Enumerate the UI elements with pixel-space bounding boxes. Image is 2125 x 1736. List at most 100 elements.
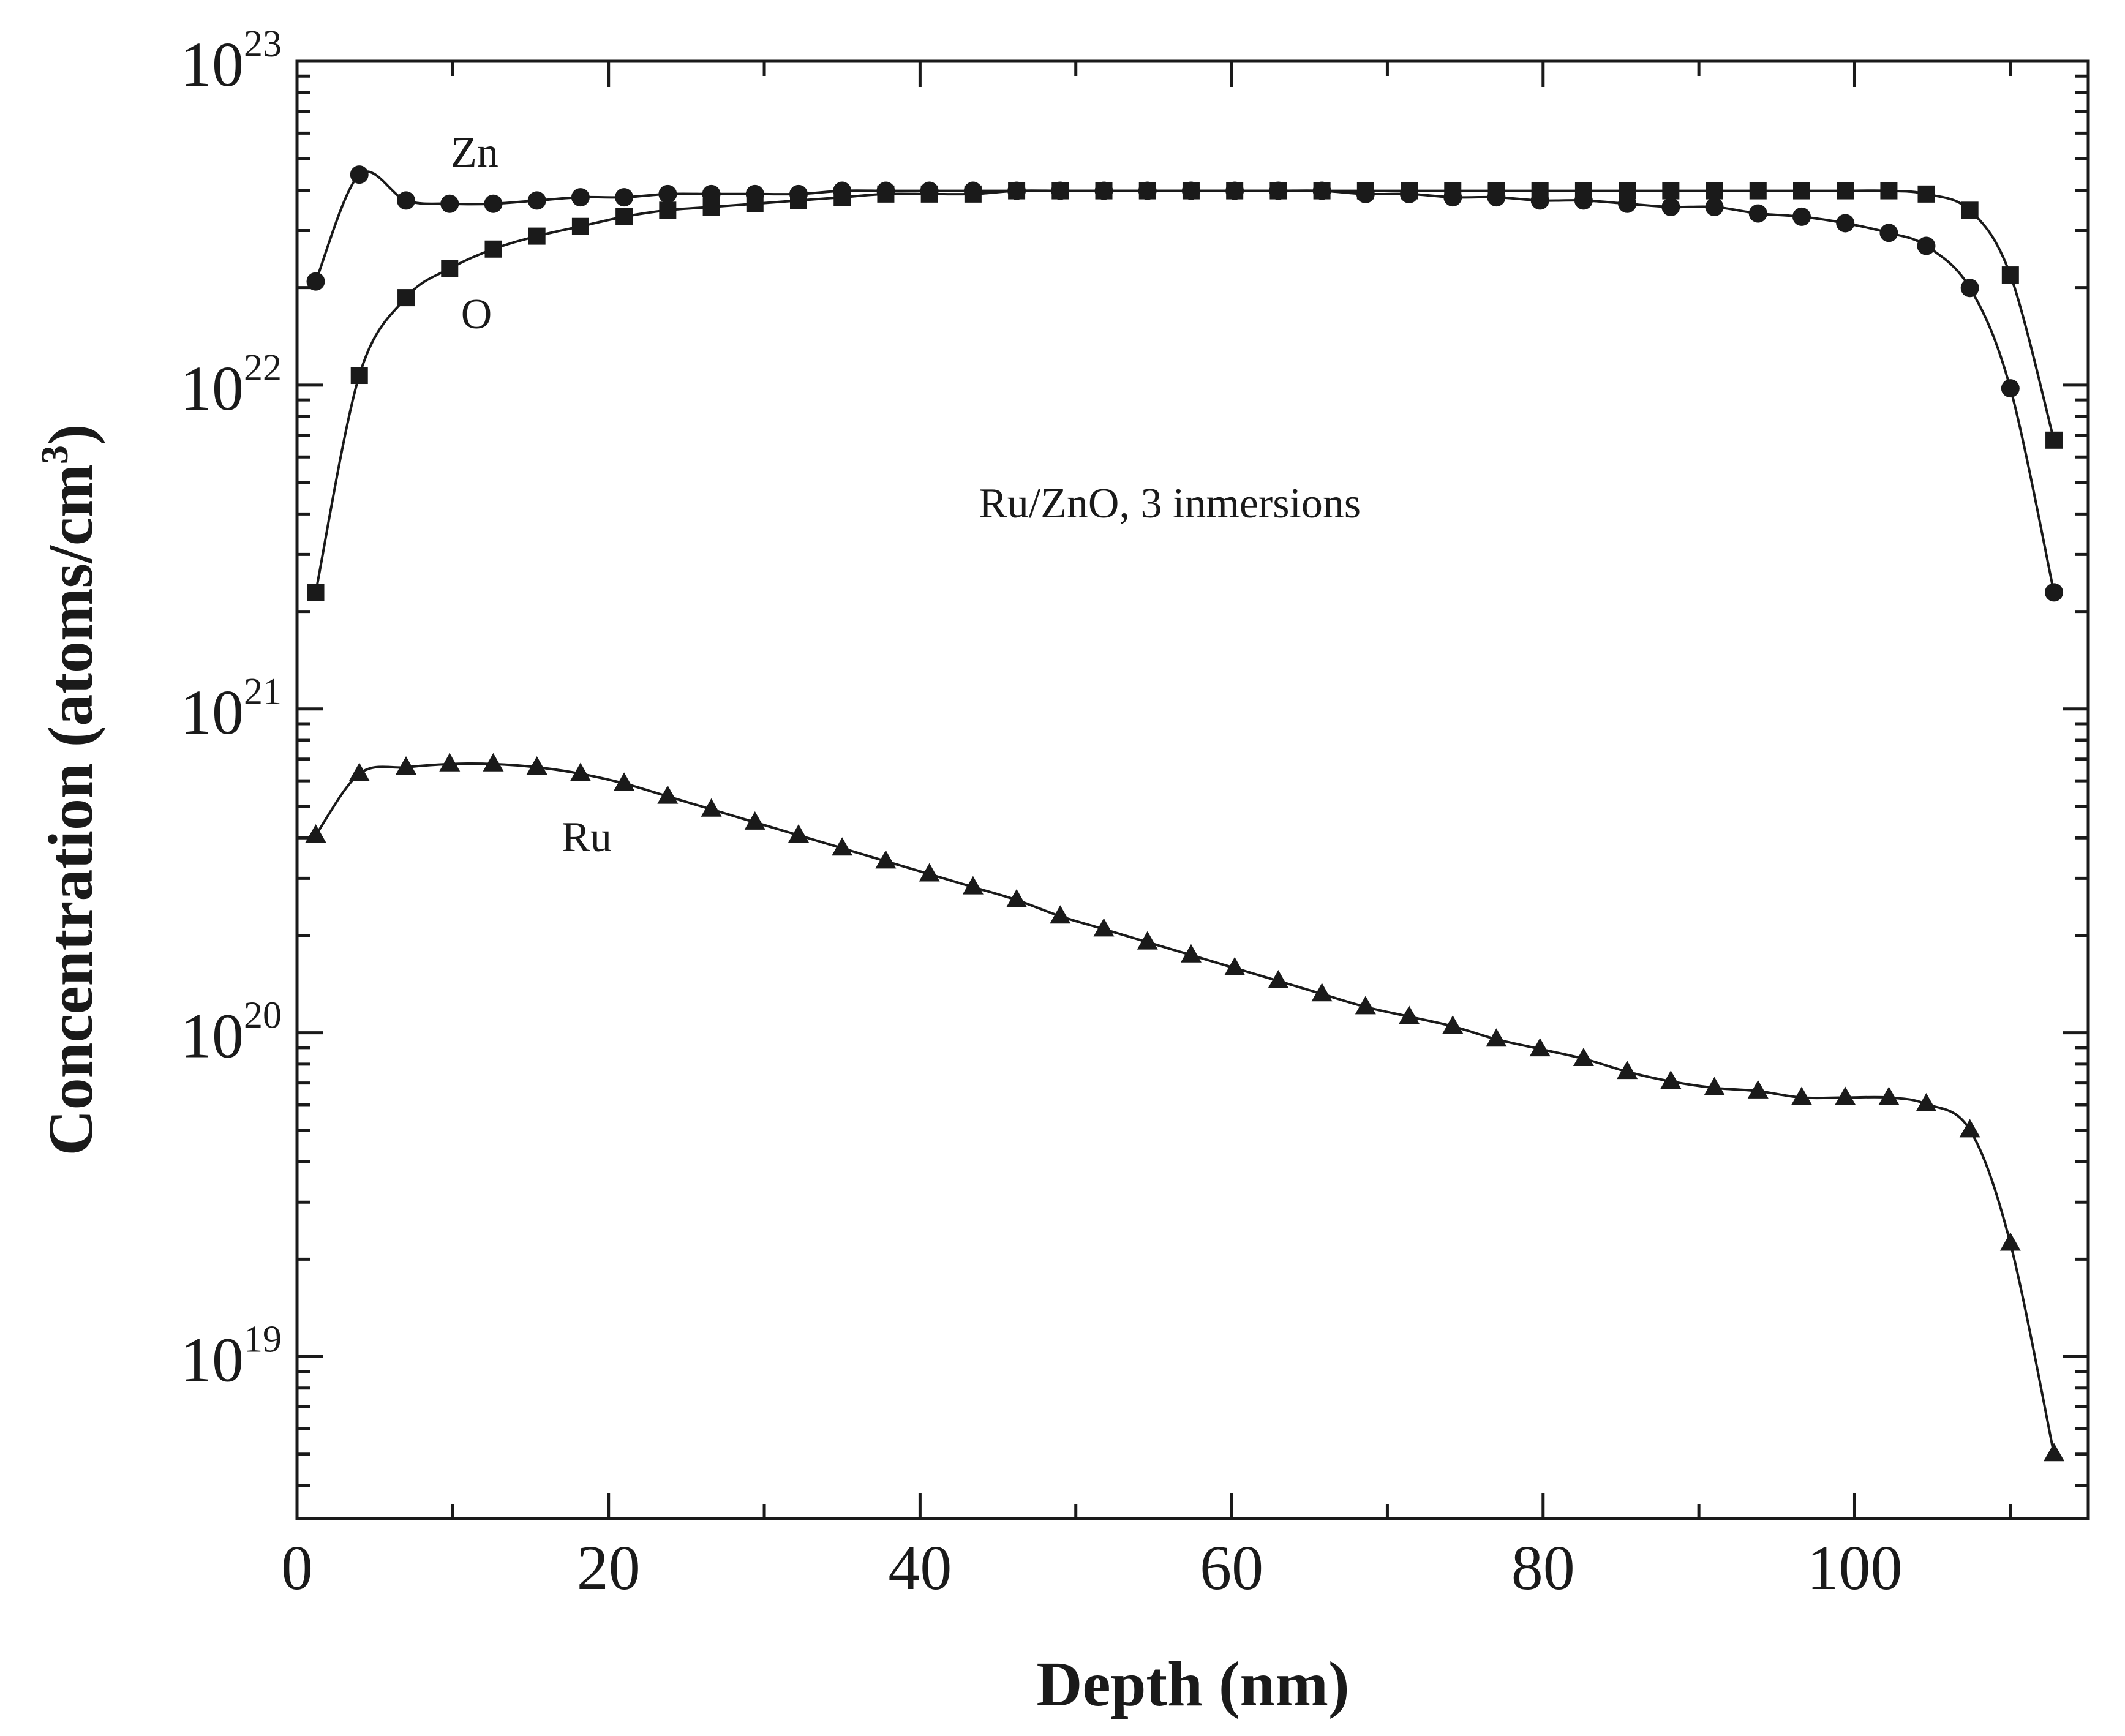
data-point-ru [1180,944,1202,963]
data-point-ru [1791,1086,1812,1105]
data-point-ru [1660,1070,1682,1089]
data-point-ru [1006,889,1028,907]
data-point-zn [2001,379,2020,398]
data-point-o [877,185,895,203]
x-tick-label: 20 [577,1533,641,1603]
data-point-ru [614,772,635,791]
data-point-zn [1792,207,1811,226]
y-tick-label: 1022 [180,347,282,424]
data-point-zn [1960,279,1979,298]
data-point-zn [306,272,325,291]
data-point-o [397,289,415,307]
data-point-ru [1093,918,1115,937]
y-tick-base: 10 [180,677,244,748]
data-point-zn [397,191,416,210]
y-tick-base: 10 [180,1325,244,1396]
y-tick-label: 1021 [180,671,282,748]
data-point-o [1182,182,1200,200]
data-point-o [350,367,368,385]
data-point-ru [919,863,940,882]
data-point-o [1356,182,1374,200]
data-point-zn [2045,583,2064,602]
data-point-zn [1879,224,1898,242]
data-point-o [833,189,851,206]
data-point-ru [1959,1119,1980,1138]
y-tick-label: 1019 [180,1319,282,1396]
data-point-zn [658,184,677,203]
data-point-o [2001,266,2019,284]
data-point-o [1095,182,1113,200]
data-point-o [1793,182,1810,200]
data-point-o [2045,431,2063,449]
series-label-o: O [461,291,492,338]
x-tick-label: 80 [1511,1533,1575,1603]
series-label-zn: Zn [451,129,498,176]
data-point-o [615,208,633,225]
y-axis-title-end: ) [36,424,106,446]
data-point-ru [305,824,326,843]
data-point-o [1531,182,1549,200]
y-tick-base: 10 [180,353,244,424]
y-tick-exponent: 20 [244,995,282,1037]
data-point-zn [615,188,634,207]
y-axis-title-sup: 3 [34,445,76,464]
data-point-zn [440,194,459,213]
data-point-ru [1704,1077,1725,1095]
axis-ticks [295,61,2088,1519]
data-point-ru [1355,996,1376,1015]
data-point-o [1749,182,1767,200]
x-tick-label: 100 [1807,1533,1902,1603]
data-point-o [1226,182,1244,200]
fit-curves [314,170,2055,1454]
data-point-ru [396,756,417,775]
data-point-ru [1399,1005,1420,1024]
data-point-zn [1748,204,1767,223]
y-tick-exponent: 19 [244,1319,282,1361]
data-point-o [1008,182,1026,200]
data-point-o [790,192,807,209]
data-point-o [1961,201,1979,219]
data-point-ru [2044,1443,2065,1462]
data-point-o [746,195,764,212]
fit-curve-o [314,189,2055,593]
data-point-ru [788,824,809,843]
sample-annotation: Ru/ZnO, 3 inmersions [979,480,1361,527]
y-tick-exponent: 23 [244,23,282,65]
data-point-o [441,260,459,277]
data-point-o [1401,182,1418,200]
data-point-zn [1836,214,1855,233]
fit-curve-ru [314,762,2055,1454]
data-point-ru [1878,1086,1900,1105]
data-point-ru [570,762,591,781]
data-point-zn [484,194,503,213]
data-point-ru [1268,970,1289,989]
data-point-o [1917,185,1935,203]
data-point-zn [1661,198,1680,216]
data-point-zn [350,165,369,184]
data-point-ru [1050,905,1071,924]
data-point-ru [1311,983,1333,1002]
data-point-o [1444,182,1462,200]
data-point-zn [527,191,546,210]
data-point-ru [1137,931,1158,950]
data-point-o [1051,182,1069,200]
data-point-ru [832,837,853,856]
data-point-ru [348,762,370,781]
y-tick-base: 10 [180,1001,244,1072]
x-axis-title: Depth (nm) [1036,1649,1349,1719]
data-point-o [1138,182,1156,200]
data-point-o [1837,182,1854,200]
data-point-ru [1442,1015,1464,1034]
y-axis-title-main: Concentration (atoms/cm [36,464,106,1155]
x-tick-label: 0 [281,1533,313,1603]
data-point-o [1662,182,1680,200]
series-label-ru: Ru [562,814,612,861]
plot-frame [295,59,2090,1520]
x-tick-label: 60 [1200,1533,1263,1603]
y-tick-exponent: 21 [244,671,282,713]
data-point-o [659,201,677,219]
x-tick-label: 40 [888,1533,952,1603]
data-point-o [307,584,325,601]
